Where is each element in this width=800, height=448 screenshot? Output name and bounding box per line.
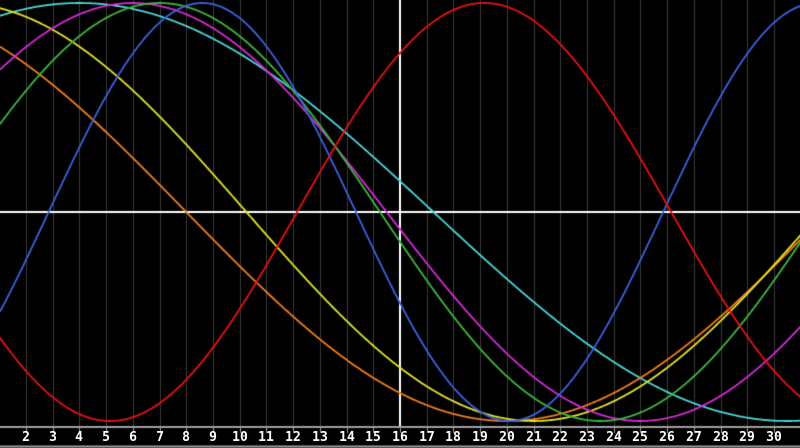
biorhythm-chart: 2 3 4 5 6 7 8 9 10 11 12 13 14 15 16 17 18 19 20 21 22 23 24 25… — [0, 0, 800, 448]
chart-canvas — [0, 0, 800, 448]
